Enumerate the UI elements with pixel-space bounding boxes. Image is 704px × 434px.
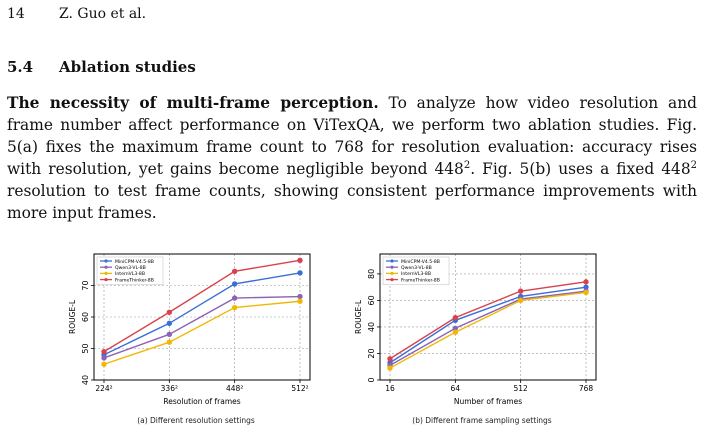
x-tick-label: 512² <box>291 384 308 393</box>
section-title: Ablation studies <box>59 58 196 76</box>
legend-label-minicpm-v4-5-8b: MiniCPM-V4.5-8B <box>401 259 440 265</box>
paragraph-text-2: . Fig. 5(b) uses a fixed 448 <box>470 160 691 178</box>
page-number: 14 <box>7 6 25 22</box>
data-point-internvl3-8b <box>452 329 459 335</box>
paragraph-text-1: To analyze how video resolution and fram… <box>7 94 697 178</box>
legend: MiniCPM-V4.5-8BQwen3-VL-8BInternVL3-8BFr… <box>382 256 450 286</box>
series-line-minicpm-v4-5-8b <box>103 272 301 356</box>
x-tick-label: 16 <box>385 384 395 393</box>
y-tick-label: 40 <box>81 375 90 385</box>
figure-a: 40 50 60 70 224² 336² 448² 512² Resolution of fr… <box>66 250 326 412</box>
legend-marker-internvl3-8b <box>104 271 108 275</box>
chart-resolution: 40 50 60 70 224² 336² 448² 512² Resolution of fr… <box>68 253 311 406</box>
data-point-internvl3-8b <box>101 361 107 367</box>
data-point-internvl3-8b <box>517 297 524 304</box>
y-axis-label: ROUGE-L <box>354 299 363 334</box>
y-tick-label: 60 <box>367 295 376 305</box>
data-point-internvl3-8b <box>387 365 393 371</box>
y-tick-label: 0 <box>367 377 376 382</box>
data-point-qwen3-vl-8b <box>101 355 107 361</box>
legend-label-qwen3-vl-8b: Qwen3-VL-8B <box>115 265 146 271</box>
data-point-framethinker-8b <box>166 309 173 315</box>
legend-label-internvl3-8b: InternVL3-8B <box>115 271 145 277</box>
series-line-qwen3-vl-8b <box>103 295 301 359</box>
legend-marker-qwen3-vl-8b <box>104 265 108 269</box>
superscript-1: 2 <box>463 159 471 171</box>
data-point-internvl3-8b <box>231 304 238 311</box>
legend-marker-internvl3-8b <box>390 271 394 275</box>
legend-marker-framethinker-8b <box>390 278 394 282</box>
y-tick-label: 20 <box>367 348 376 358</box>
series-line-qwen3-vl-8b <box>389 290 587 367</box>
legend-label-framethinker-8b: FrameThinker-8B <box>115 277 154 283</box>
y-tick-label: 60 <box>81 312 90 322</box>
series-line-framethinker-8b <box>389 281 587 360</box>
x-axis-label: Resolution of frames <box>163 397 240 406</box>
data-point-minicpm-v4-5-8b <box>297 270 303 276</box>
data-point-framethinker-8b <box>583 279 589 285</box>
section-number: 5.4 <box>7 58 34 76</box>
x-tick-label: 768 <box>579 384 594 393</box>
x-tick-label: 64 <box>451 384 461 393</box>
y-tick-label: 40 <box>367 322 376 332</box>
y-tick-label: 50 <box>81 343 90 353</box>
y-tick-label: 70 <box>81 280 90 290</box>
legend-marker-framethinker-8b <box>104 278 108 282</box>
x-tick-label: 336² <box>161 384 178 393</box>
caption-b: (b) Different frame sampling settings <box>412 416 552 425</box>
y-tick-label: 80 <box>367 269 376 279</box>
data-point-framethinker-8b <box>297 257 303 264</box>
legend-marker-minicpm-v4-5-8b <box>390 259 394 263</box>
y-axis-label: ROUGE-L <box>68 299 77 334</box>
section-heading: 5.4 Ablation studies <box>7 58 196 76</box>
plot-frame <box>379 253 597 381</box>
data-point-qwen3-vl-8b <box>297 293 303 300</box>
data-point-framethinker-8b <box>452 314 459 321</box>
legend-label-minicpm-v4-5-8b: MiniCPM-V4.5-8B <box>115 259 154 265</box>
superscript-2: 2 <box>690 159 697 171</box>
data-point-qwen3-vl-8b <box>231 295 238 301</box>
series-line-internvl3-8b <box>103 300 301 365</box>
data-point-internvl3-8b <box>297 298 303 304</box>
x-tick-label: 224² <box>95 384 112 393</box>
series-line-framethinker-8b <box>103 259 301 353</box>
legend-label-internvl3-8b: InternVL3-8B <box>401 271 431 277</box>
x-tick-label: 448² <box>226 384 243 393</box>
running-authors: Z. Guo et al. <box>59 6 147 22</box>
data-point-minicpm-v4-5-8b <box>231 281 238 287</box>
x-tick-label: 512 <box>514 384 529 393</box>
data-point-internvl3-8b <box>166 339 173 345</box>
paragraph-lead: The necessity of multi-frame perception. <box>7 94 379 112</box>
data-point-internvl3-8b <box>583 289 589 296</box>
chart-frames: 0 20 40 60 80 16 64 512 768 Number of frames ROUGE… <box>354 253 597 406</box>
figure-b: 0 20 40 60 80 16 64 512 768 Number of frames ROUGE… <box>352 250 612 412</box>
x-axis-label: Number of frames <box>454 397 522 406</box>
data-point-framethinker-8b <box>517 288 524 294</box>
data-point-framethinker-8b <box>231 268 238 275</box>
legend: MiniCPM-V4.5-8BQwen3-VL-8BInternVL3-8BFr… <box>96 256 164 286</box>
data-point-framethinker-8b <box>387 356 393 362</box>
body-paragraph: The necessity of multi-frame perception.… <box>7 92 697 224</box>
series-line-minicpm-v4-5-8b <box>389 286 587 364</box>
paragraph-text-3: resolution to test frame counts, showing… <box>7 182 697 222</box>
legend-marker-minicpm-v4-5-8b <box>104 259 108 263</box>
data-point-minicpm-v4-5-8b <box>166 320 173 327</box>
legend-label-qwen3-vl-8b: Qwen3-VL-8B <box>401 265 432 271</box>
data-point-qwen3-vl-8b <box>166 331 173 338</box>
data-point-framethinker-8b <box>101 348 107 355</box>
running-header: 14 Z. Guo et al. <box>7 6 146 22</box>
legend-marker-qwen3-vl-8b <box>390 265 394 269</box>
legend-label-framethinker-8b: FrameThinker-8B <box>401 277 440 283</box>
caption-a: (a) Different resolution settings <box>137 416 255 425</box>
series-line-internvl3-8b <box>389 291 587 369</box>
